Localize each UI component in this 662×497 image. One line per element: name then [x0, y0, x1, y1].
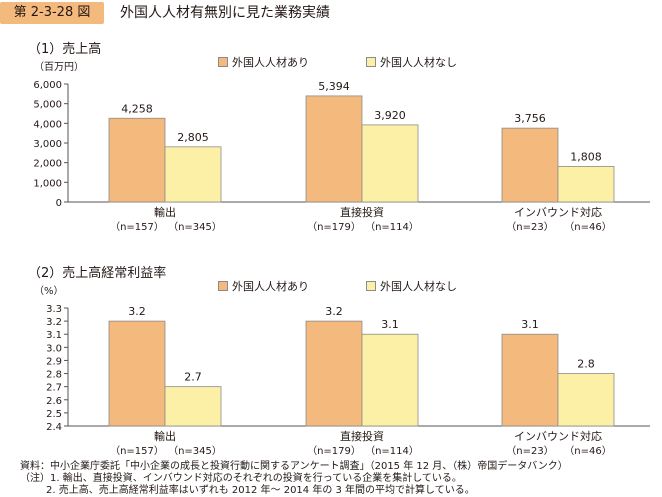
- data-label: 2,805: [177, 131, 209, 144]
- category-label: インバウンド対応: [514, 205, 602, 219]
- y-tick-label: 2.7: [46, 383, 62, 394]
- y-tick-label: 5,000: [33, 100, 62, 111]
- chart-title: （1）売上高: [28, 42, 102, 57]
- unit-label: （百万円）: [34, 62, 84, 73]
- data-label: 1,808: [570, 150, 602, 163]
- legend-item-without: 外国人人材なし: [366, 54, 457, 70]
- y-tick-label: 3.0: [46, 343, 62, 354]
- sample-size-label: （n=46）: [564, 445, 611, 457]
- bar: [305, 95, 363, 203]
- profit-rate-chart: （2）売上高経常利益率 （%） 外国人人材あり 外国人人材なし 2.4 2.5 2.…: [0, 262, 662, 462]
- sample-size-label: （n=23）: [506, 221, 553, 233]
- legend-item-without: 外国人人材なし: [366, 278, 457, 294]
- notes: 資料：中小企業庁委託「中小企業の成長と投資行動に関するアンケート調査」（2015…: [20, 461, 568, 497]
- data-label: 5,394: [318, 80, 350, 93]
- y-tick-label: 2.6: [46, 396, 62, 407]
- bar: [164, 146, 222, 203]
- data-label: 3.2: [128, 305, 146, 318]
- legend-swatch-without: [366, 57, 376, 67]
- sample-size-label: （n=114）: [365, 221, 419, 233]
- bar: [108, 117, 166, 203]
- figure-number-badge: 第 2-3-28 図: [0, 2, 104, 24]
- legend-item-with: 外国人人材あり: [218, 278, 309, 294]
- profit-rate-plot: 2.4 2.5 2.6 2.7 2.8 2.9 3.0 3.1 3.2 3.3 3.2 2.7 輸出 （n…: [46, 304, 650, 457]
- bar: [108, 320, 166, 427]
- data-label: 3.1: [381, 318, 399, 331]
- legend-label-without: 外国人人材なし: [380, 280, 457, 293]
- y-tick-label: 4,000: [33, 119, 62, 130]
- chart-title: （2）売上高経常利益率: [28, 266, 167, 281]
- sample-size-label: （n=179）: [307, 221, 361, 233]
- sample-size-label: （n=345）: [168, 445, 222, 457]
- data-label: 3.2: [325, 305, 343, 318]
- sample-size-label: （n=179）: [307, 445, 361, 457]
- sample-size-label: （n=114）: [365, 445, 419, 457]
- bar: [164, 386, 222, 427]
- y-tick-label: 2.9: [46, 356, 62, 367]
- y-tick-label: 3,000: [33, 139, 62, 150]
- legend-swatch-with: [218, 57, 228, 67]
- category-label: 直接投資: [340, 429, 384, 443]
- bar: [557, 373, 615, 427]
- legend-swatch-without: [366, 281, 376, 291]
- data-label: 3,920: [374, 109, 406, 122]
- category-label: 輸出: [154, 429, 176, 443]
- category-label: 輸出: [154, 205, 176, 219]
- sample-size-label: （n=157）: [110, 221, 164, 233]
- bar: [557, 166, 615, 203]
- category-label: インバウンド対応: [514, 429, 602, 443]
- data-label: 3.1: [521, 318, 539, 331]
- category-label: 直接投資: [340, 205, 384, 219]
- sales-plot: 0 1,000 2,000 3,000 4,000 5,000 6,000 4,258 2,80…: [33, 80, 650, 233]
- figure-header: 第 2-3-28 図 外国人人材有無別に見た業務実績: [0, 0, 662, 26]
- y-tick-label: 2.5: [46, 409, 62, 420]
- bar: [501, 127, 559, 203]
- unit-label: （%）: [34, 286, 64, 297]
- bar: [305, 320, 363, 427]
- bar: [361, 124, 419, 203]
- data-label: 2.8: [577, 358, 595, 371]
- figure-title: 外国人人材有無別に見た業務実績: [120, 5, 330, 21]
- sample-size-label: （n=345）: [168, 221, 222, 233]
- y-tick-label: 6,000: [33, 80, 62, 91]
- data-label: 3,756: [514, 112, 546, 125]
- sample-size-label: （n=23）: [506, 445, 553, 457]
- sales-chart: （1）売上高 （百万円） 外国人人材あり 外国人人材なし 0 1,000 2,000…: [0, 38, 662, 238]
- data-label: 4,258: [121, 102, 153, 115]
- y-tick-label: 0: [56, 198, 62, 209]
- legend-item-with: 外国人人材あり: [218, 54, 309, 70]
- y-tick-label: 3.3: [46, 304, 62, 315]
- note-2: 2. 売上高、売上高経常利益率はいずれも 2012 年～ 2014 年の 3 年…: [46, 485, 475, 496]
- y-tick-label: 3.1: [46, 330, 62, 341]
- note-1: （注）1. 輸出、直接投資、インバウンド対応のそれぞれの投資を行っている企業を集…: [20, 473, 462, 484]
- sample-size-label: （n=157）: [110, 445, 164, 457]
- y-tick-label: 2,000: [33, 159, 62, 170]
- source-note: 資料：中小企業庁委託「中小企業の成長と投資行動に関するアンケート調査」（2015…: [20, 461, 568, 472]
- legend-label-with: 外国人人材あり: [232, 56, 309, 69]
- sample-size-label: （n=46）: [564, 221, 611, 233]
- legend-label-without: 外国人人材なし: [380, 56, 457, 69]
- y-tick-label: 2.8: [46, 370, 62, 381]
- bar: [361, 333, 419, 427]
- bar: [501, 333, 559, 427]
- y-tick-label: 2.4: [46, 422, 62, 433]
- legend-swatch-with: [218, 281, 228, 291]
- legend-label-with: 外国人人材あり: [232, 280, 309, 293]
- data-label: 2.7: [184, 371, 202, 384]
- y-tick-label: 1,000: [33, 178, 62, 189]
- y-tick-label: 3.2: [46, 317, 62, 328]
